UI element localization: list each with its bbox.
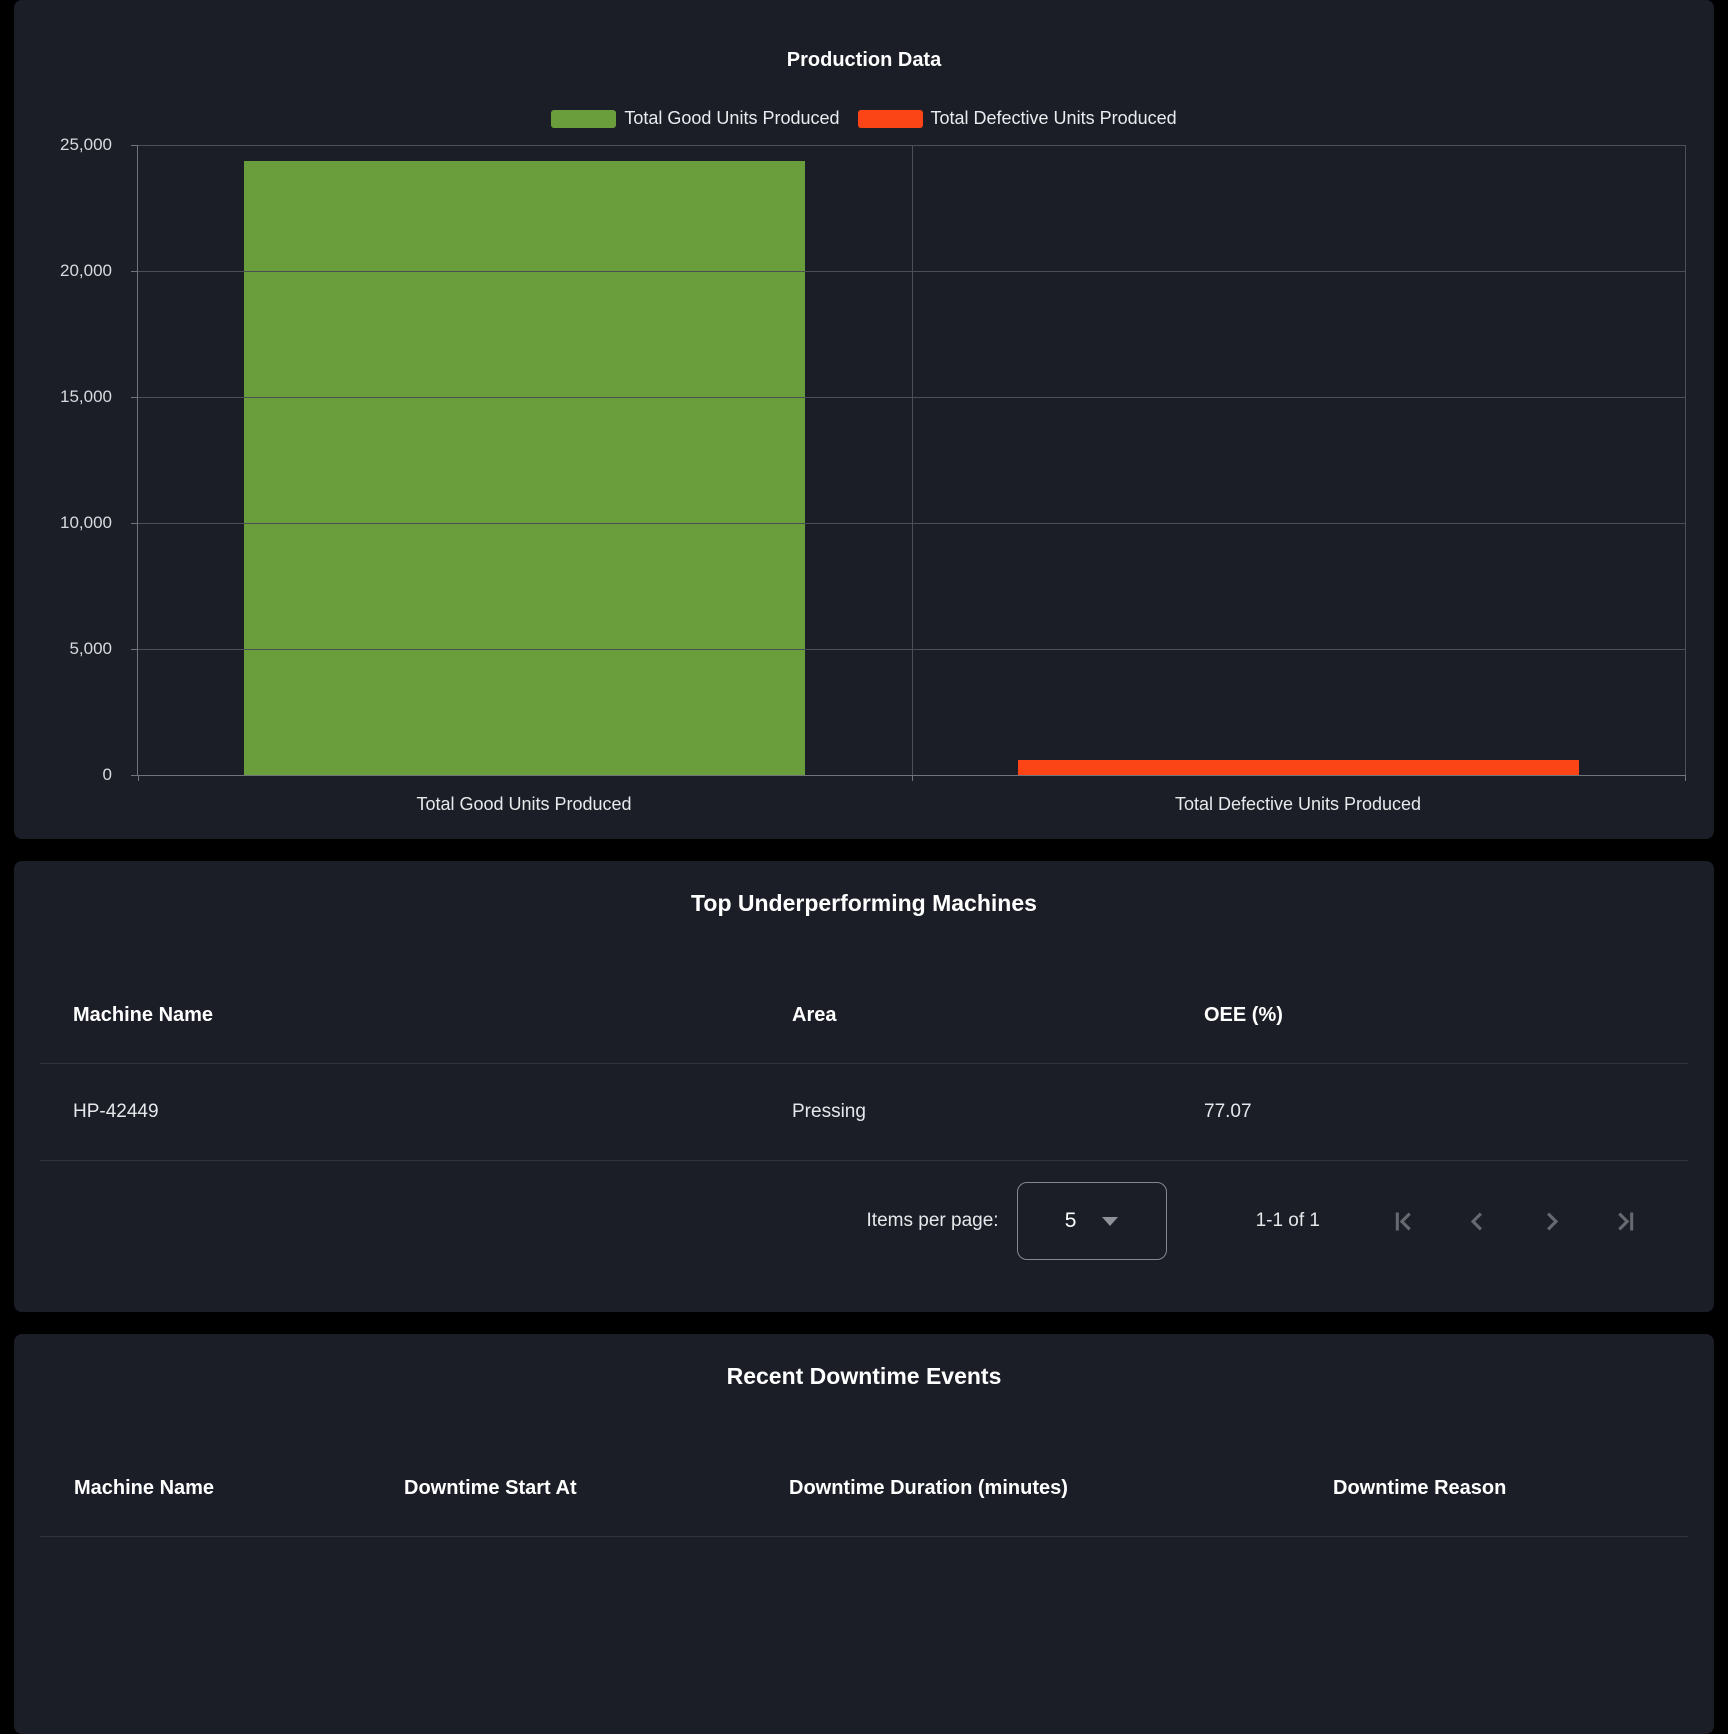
column-header-machine-name: Machine Name: [74, 1476, 215, 1499]
y-axis-tick: [131, 648, 137, 650]
downtime-title: Recent Downtime Events: [726, 1363, 1002, 1389]
table-cell: Pressing: [792, 1101, 866, 1122]
chart-category-labels: Total Good Units Produced Total Defective…: [137, 792, 1685, 816]
downtime-table: Machine Name Downtime Start At Downtime …: [40, 1440, 1688, 1537]
bar-good-units[interactable]: [244, 161, 806, 775]
y-axis-tick: [131, 144, 137, 146]
bar-defective-units[interactable]: [1017, 759, 1579, 775]
x-axis-label: Total Good Units Produced: [416, 793, 632, 814]
legend-item[interactable]: Total Good Units Produced: [551, 108, 840, 129]
column-header-downtime-reason: Downtime Reason: [1333, 1476, 1507, 1499]
y-axis-tick: [131, 522, 137, 524]
table-cell: HP-42449: [73, 1101, 159, 1122]
paginator-nav: [1366, 1197, 1662, 1245]
table-body: HP-42449 Pressing 77.07: [40, 1064, 1688, 1161]
legend-label: Total Defective Units Produced: [930, 108, 1177, 129]
x-axis-tick: [911, 774, 913, 781]
x-gridline: [911, 144, 913, 775]
last-page-button[interactable]: [1601, 1197, 1649, 1245]
y-axis-label: 20,000: [60, 260, 112, 280]
x-axis-tick: [138, 774, 139, 781]
column-header-downtime-duration: Downtime Duration (minutes): [789, 1476, 1068, 1499]
paginator-range-label: 1-1 of 1: [1255, 1210, 1320, 1231]
underperforming-title: Top Underperforming Machines: [691, 890, 1037, 916]
items-per-page-select[interactable]: 5: [1016, 1182, 1167, 1260]
items-per-page-value: 5: [1064, 1209, 1077, 1232]
legend-item[interactable]: Total Defective Units Produced: [857, 108, 1177, 129]
first-page-icon: [1395, 1212, 1411, 1230]
chart-legend: Total Good Units Produced Total Defective…: [14, 108, 1714, 129]
y-axis-label: 5,000: [69, 638, 112, 658]
underperforming-table: Machine Name Area OEE (%) HP-42449 Pressi…: [40, 967, 1688, 1161]
chart-title: Production Data: [786, 48, 942, 71]
bar-chart: Total Good Units Produced Total Defective…: [14, 135, 1714, 839]
x-axis-label: Total Defective Units Produced: [1174, 793, 1422, 814]
items-per-page-label: Items per page:: [866, 1210, 999, 1231]
underperforming-machines-card: Top Underperforming Machines Machine Nam…: [14, 861, 1714, 1312]
legend-swatch: [551, 109, 617, 128]
production-data-card: Production Data Total Good Units Produce…: [14, 0, 1714, 839]
column-header-machine-name: Machine Name: [73, 1003, 214, 1026]
y-axis-tick: [131, 396, 137, 398]
y-axis-label: 15,000: [60, 386, 112, 406]
table-cell: 77.07: [1204, 1101, 1252, 1122]
chart-bars: [138, 145, 1685, 775]
x-gridline: [1685, 144, 1686, 775]
chart-plot-area: [131, 144, 1686, 781]
table-header-row: Machine Name Downtime Start At Downtime …: [40, 1440, 1688, 1537]
legend-label: Total Good Units Produced: [624, 108, 840, 129]
y-axis-tick: [131, 774, 137, 776]
first-page-button[interactable]: [1379, 1197, 1427, 1245]
y-axis-label: 10,000: [60, 512, 112, 532]
chart-category-cell: [138, 145, 912, 775]
table-paginator: Items per page: 5 1-1 of 1: [14, 1161, 1714, 1281]
next-page-button[interactable]: [1527, 1197, 1575, 1245]
column-header-oee: OEE (%): [1204, 1003, 1283, 1026]
chevron-down-icon: [1102, 1216, 1119, 1226]
y-axis-label: 0: [102, 764, 112, 784]
chevron-left-icon: [1470, 1212, 1482, 1230]
table-row: HP-42449 Pressing 77.07: [40, 1064, 1688, 1161]
y-axis-tick: [131, 270, 137, 272]
downtime-events-card: Recent Downtime Events Machine Name Down…: [14, 1334, 1714, 1734]
previous-page-button[interactable]: [1453, 1197, 1501, 1245]
last-page-icon: [1617, 1212, 1633, 1230]
column-header-area: Area: [792, 1003, 837, 1026]
chevron-right-icon: [1546, 1212, 1558, 1230]
y-axis-label: 25,000: [60, 134, 112, 154]
table-header-row: Machine Name Area OEE (%): [40, 967, 1688, 1064]
column-header-downtime-start: Downtime Start At: [404, 1476, 577, 1499]
chart-category-cell: [912, 145, 1686, 775]
x-axis-tick: [1685, 774, 1686, 781]
legend-swatch: [857, 109, 923, 128]
